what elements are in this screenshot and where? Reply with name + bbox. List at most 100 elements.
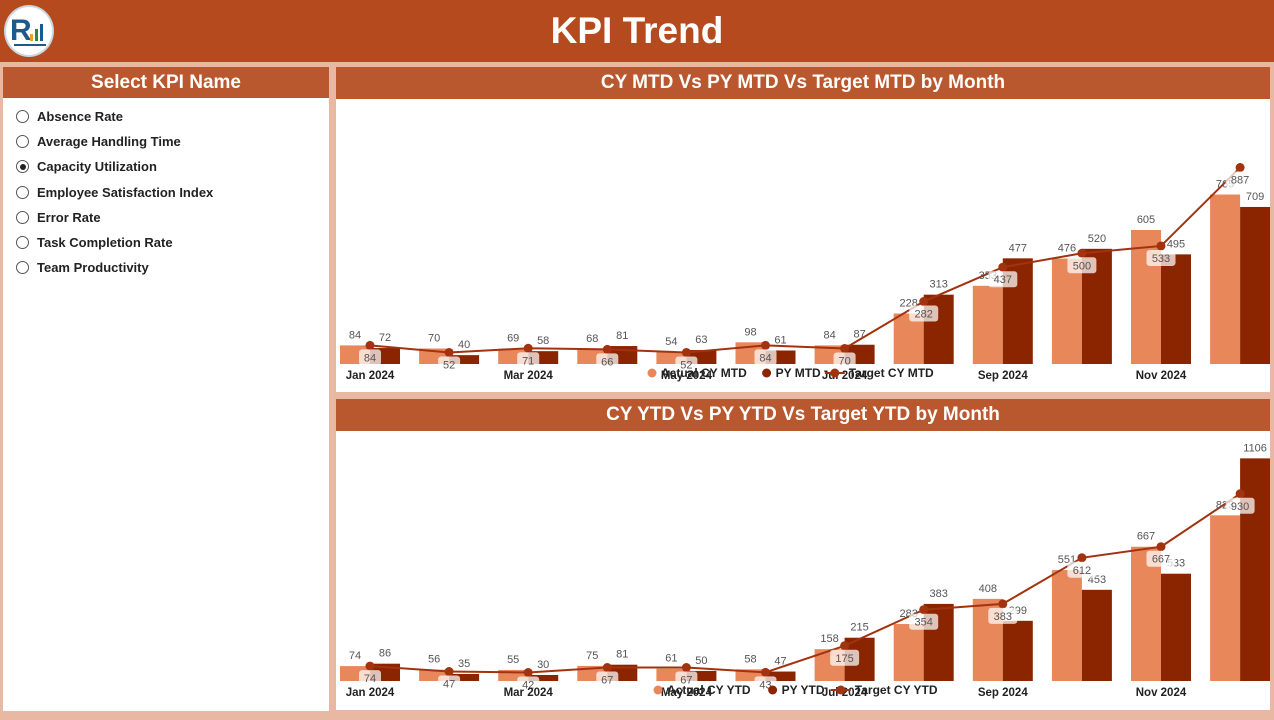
target-line — [369, 166, 1241, 354]
actual-bar[interactable] — [972, 285, 1003, 364]
target-point[interactable] — [444, 347, 454, 357]
actual-data-label: 54 — [665, 336, 677, 348]
x-tick-label: Sep 2024 — [978, 687, 1028, 699]
kpi-option[interactable]: Error Rate — [3, 205, 329, 230]
py-bar[interactable] — [1002, 620, 1033, 681]
target-label-box — [1225, 497, 1255, 514]
actual-data-label: 56 — [428, 654, 440, 666]
target-label-box — [359, 670, 381, 687]
target-point[interactable] — [681, 663, 691, 673]
kpi-option-label: Capacity Utilization — [37, 159, 157, 175]
actual-bar[interactable] — [498, 669, 529, 681]
target-label-box — [909, 613, 939, 630]
x-tick-label: Jan 2024 — [346, 687, 395, 699]
py-data-label: 35 — [458, 658, 470, 670]
radio-icon[interactable] — [16, 135, 29, 149]
target-point[interactable] — [444, 667, 454, 677]
target-point[interactable] — [365, 340, 375, 350]
kpi-option[interactable]: Capacity Utilization — [3, 154, 329, 179]
legend-label: Actual CY YTD — [667, 683, 751, 697]
py-bar[interactable] — [1161, 254, 1191, 364]
target-point[interactable] — [840, 343, 850, 353]
target-label-box — [1067, 257, 1097, 274]
page-title: KPI Trend — [550, 10, 724, 51]
target-point[interactable] — [998, 262, 1008, 272]
kpi-option[interactable]: Average Handling Time — [3, 129, 329, 154]
target-label-box — [1067, 561, 1097, 578]
actual-bar[interactable] — [1051, 258, 1082, 364]
radio-icon[interactable] — [16, 110, 29, 124]
py-bar[interactable] — [449, 355, 480, 364]
target-point[interactable] — [1077, 553, 1087, 563]
target-point[interactable] — [1156, 241, 1166, 251]
target-point[interactable] — [761, 340, 770, 350]
target-point[interactable] — [919, 297, 929, 307]
actual-bar[interactable] — [419, 669, 450, 681]
actual-data-label: 605 — [1137, 214, 1155, 226]
py-data-label: 495 — [1167, 238, 1185, 250]
radio-icon[interactable] — [16, 185, 29, 199]
py-bar[interactable] — [1081, 589, 1112, 681]
target-data-label: 71 — [522, 355, 534, 367]
radio-icon[interactable] — [16, 210, 29, 224]
target-label-box — [833, 352, 856, 369]
py-bar[interactable] — [528, 674, 559, 681]
target-point[interactable] — [602, 344, 612, 354]
target-point[interactable] — [365, 661, 375, 671]
actual-data-label: 667 — [1137, 531, 1155, 543]
target-point[interactable] — [998, 599, 1008, 609]
py-data-label: 61 — [774, 334, 786, 346]
target-point[interactable] — [919, 605, 929, 615]
kpi-option[interactable]: Task Completion Rate — [3, 230, 329, 255]
actual-bar[interactable] — [656, 352, 687, 364]
py-bar[interactable] — [686, 670, 717, 681]
target-point[interactable] — [1077, 248, 1087, 258]
actual-bar[interactable] — [893, 624, 924, 681]
actual-bar[interactable] — [1210, 515, 1241, 681]
actual-bar[interactable] — [893, 313, 924, 364]
py-bar[interactable] — [1240, 206, 1271, 364]
target-data-label: 42 — [522, 680, 534, 692]
x-tick-label: Mar 2024 — [504, 687, 554, 699]
py-bar[interactable] — [1161, 573, 1191, 681]
kpi-option[interactable]: Team Productivity — [3, 255, 329, 280]
target-point[interactable] — [681, 347, 691, 357]
kpi-option-label: Average Handling Time — [37, 134, 181, 150]
target-label-box — [675, 356, 698, 373]
kpi-option-label: Absence Rate — [37, 109, 123, 125]
target-point[interactable] — [1235, 163, 1245, 173]
logo-letter: R — [10, 14, 32, 47]
target-label-box — [830, 649, 860, 666]
target-point[interactable] — [840, 641, 850, 651]
target-point[interactable] — [602, 663, 612, 673]
target-point[interactable] — [1156, 542, 1166, 552]
radio-icon[interactable] — [16, 261, 29, 275]
kpi-option[interactable]: Absence Rate — [3, 104, 329, 129]
target-data-label: 612 — [1073, 565, 1091, 577]
target-data-label: 52 — [680, 359, 692, 371]
target-data-label: 383 — [994, 611, 1012, 623]
target-point[interactable] — [523, 668, 533, 678]
radio-icon[interactable] — [16, 236, 29, 250]
legend-marker — [647, 368, 657, 378]
target-label-box — [596, 671, 619, 688]
actual-bar[interactable] — [1051, 570, 1082, 681]
radio-icon[interactable] — [16, 160, 29, 174]
target-point[interactable] — [761, 667, 770, 677]
target-label-box — [988, 607, 1018, 624]
py-bar[interactable] — [1240, 458, 1271, 681]
target-point[interactable] — [523, 343, 533, 353]
actual-bar[interactable] — [735, 669, 766, 681]
actual-bar[interactable] — [1131, 546, 1161, 681]
kpi-option-label: Error Rate — [37, 209, 101, 225]
py-bar[interactable] — [923, 294, 954, 364]
chart-legend: Actual CY YTD PY YTD Target CY YTD — [653, 683, 938, 697]
target-point[interactable] — [1235, 489, 1245, 499]
py-bar[interactable] — [765, 671, 796, 681]
kpi-option[interactable]: Employee Satisfaction Index — [3, 180, 329, 205]
py-bar[interactable] — [449, 673, 480, 681]
target-data-label: 52 — [443, 359, 455, 371]
actual-bar[interactable] — [1210, 194, 1241, 364]
kpi-option-label: Team Productivity — [37, 260, 149, 276]
